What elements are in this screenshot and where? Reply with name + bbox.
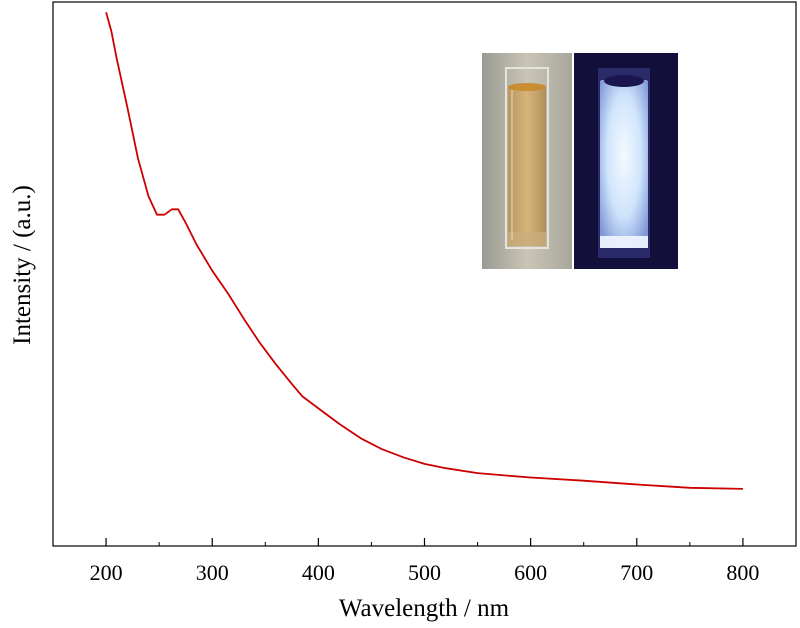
x-tick-label-800: 800 — [726, 560, 759, 585]
x-tick-label-400: 400 — [302, 560, 335, 585]
inset-photo-uv — [574, 53, 678, 269]
x-tick-label-600: 600 — [514, 560, 547, 585]
x-tick-label-300: 300 — [196, 560, 229, 585]
inset-photo-daylight — [482, 53, 572, 269]
x-tick-label-700: 700 — [620, 560, 653, 585]
x-tick-label-500: 500 — [408, 560, 441, 585]
x-tick-label-200: 200 — [90, 560, 123, 585]
inset-photo — [482, 53, 678, 269]
y-axis-title: Intensity / (a.u.) — [9, 185, 36, 345]
x-axis-title: Wavelength / nm — [339, 595, 510, 622]
x-axis-ticks: 200 300 400 500 600 700 800 — [90, 538, 759, 585]
series-line — [105, 12, 743, 490]
